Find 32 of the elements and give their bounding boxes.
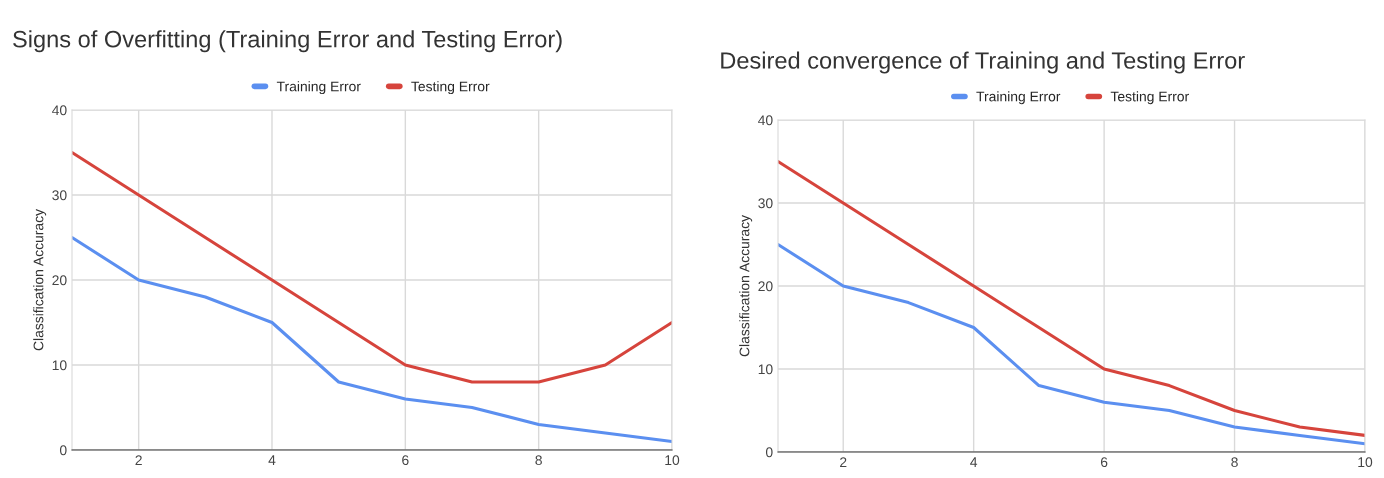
y-axis-title: Classification Accuracy [33,209,47,351]
legend-label: Training Error [276,81,361,95]
x-tick-label: 6 [402,455,409,466]
x-tick-label: 10 [1358,457,1373,468]
legend-label: Testing Error [1110,91,1189,105]
y-tick-label: 40 [52,105,67,116]
y-tick-label: 0 [59,445,67,456]
x-tick-label: 6 [1100,457,1108,468]
x-tick-label: 8 [535,455,542,466]
y-tick-label: 20 [52,275,67,286]
x-tick-label: 4 [970,457,978,467]
x-tick-label: 4 [268,455,276,465]
y-tick-label: 40 [758,115,773,126]
x-tick-label: 2 [840,457,847,467]
x-tick-label: 10 [665,455,680,466]
line-series [778,159,1365,437]
chart-title: Desired convergence of Training and Testing Error [721,51,1245,74]
chart-title: Signs of Overfitting (Training Error and Testing Error) [13,30,562,53]
x-tick-label: 8 [1231,457,1238,468]
y-tick-label: 20 [758,281,773,292]
legend-label: Training Error [976,91,1061,105]
legend-label: Testing Error [411,81,490,95]
x-tick-label: 2 [135,455,142,465]
y-tick-label: 10 [52,360,67,371]
line-series [72,235,672,444]
line-series [72,150,672,384]
y-axis-title: Classification Accuracy [739,215,753,357]
line-series [778,242,1365,446]
y-tick-label: 30 [758,198,773,209]
y-tick-label: 30 [52,190,67,201]
y-tick-label: 10 [758,364,773,375]
y-tick-label: 0 [765,447,773,458]
